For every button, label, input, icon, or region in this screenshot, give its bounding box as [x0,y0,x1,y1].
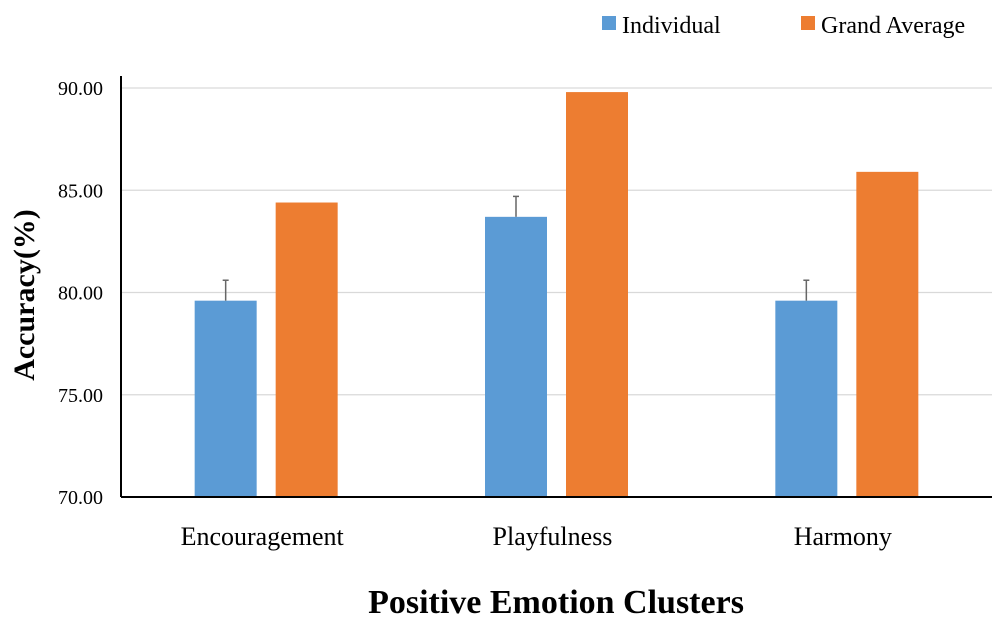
y-tick-label: 75.00 [58,385,103,407]
legend-label-grand-average: Grand Average [821,13,965,39]
bar-individual-playfulness [485,216,547,497]
x-tick-label-playfulness: Playfulness [493,522,613,551]
legend-label-individual: Individual [622,13,721,39]
x-axis-title: Positive Emotion Clusters [368,584,744,621]
axes [120,76,992,498]
legend: Individual Grand Average [602,13,965,39]
bar-grand-average-playfulness [566,92,628,497]
error-bars [222,195,810,301]
x-tick-label-harmony: Harmony [794,522,892,551]
bar-individual-harmony [775,300,838,497]
y-tick-labels: 70.00 75.00 80.00 85.00 90.00 [58,78,103,509]
y-tick-label: 70.00 [58,487,103,509]
bars [194,92,919,497]
y-tick-label: 80.00 [58,283,103,305]
legend-swatch-grand-average [801,16,815,30]
bar-grand-average-harmony [856,171,919,497]
legend-swatch-individual [602,16,616,30]
gridlines [121,87,992,396]
x-tick-label-encouragement: Encouragement [181,522,345,551]
y-tick-label: 90.00 [58,78,103,100]
x-tick-labels: Encouragement Playfulness Harmony [181,522,892,551]
bar-grand-average-encouragement [275,202,338,497]
y-axis-title: Accuracy(%) [8,209,41,381]
y-tick-label: 85.00 [58,180,103,202]
bar-individual-encouragement [194,300,257,497]
